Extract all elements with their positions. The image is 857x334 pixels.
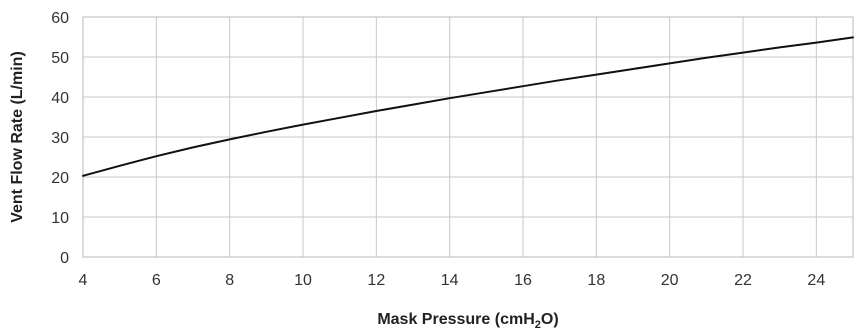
y-tick-label: 20: [51, 170, 69, 187]
series-layer: [82, 36, 854, 177]
series-line: [82, 36, 854, 177]
x-tick-label: 24: [807, 272, 825, 289]
x-tick-label: 8: [225, 272, 234, 289]
x-tick-label: 10: [294, 272, 312, 289]
x-axis-label-main: Mask Pressure (cmH: [377, 311, 534, 328]
y-tick-label: 50: [51, 50, 69, 67]
y-tick-label: 30: [51, 130, 69, 147]
x-tick-label: 18: [587, 272, 605, 289]
y-tick-label: 10: [51, 210, 69, 227]
x-tick-label: 12: [367, 272, 385, 289]
x-tick-label: 22: [734, 272, 752, 289]
x-axis-label: Mask Pressure (cmH2O): [377, 311, 558, 331]
y-tick-label: 40: [51, 90, 69, 107]
x-axis-label-subscript: 2: [535, 319, 541, 331]
y-axis-label: Vent Flow Rate (L/min): [9, 51, 26, 223]
x-tick-label: 6: [152, 272, 161, 289]
x-tick-label: 14: [441, 272, 459, 289]
x-axis-label-suffix: O): [541, 311, 559, 328]
tick-labels: 0 10 20 30 40 50 60 4 6 8 10 12 14 16 18 20 22 24: [51, 10, 825, 289]
x-tick-label: 16: [514, 272, 532, 289]
y-tick-label: 0: [60, 250, 69, 267]
x-tick-label: 4: [79, 272, 88, 289]
plot-frame: [82, 16, 854, 258]
x-tick-label: 20: [661, 272, 679, 289]
y-tick-label: 60: [51, 10, 69, 27]
gridlines: [82, 16, 853, 258]
